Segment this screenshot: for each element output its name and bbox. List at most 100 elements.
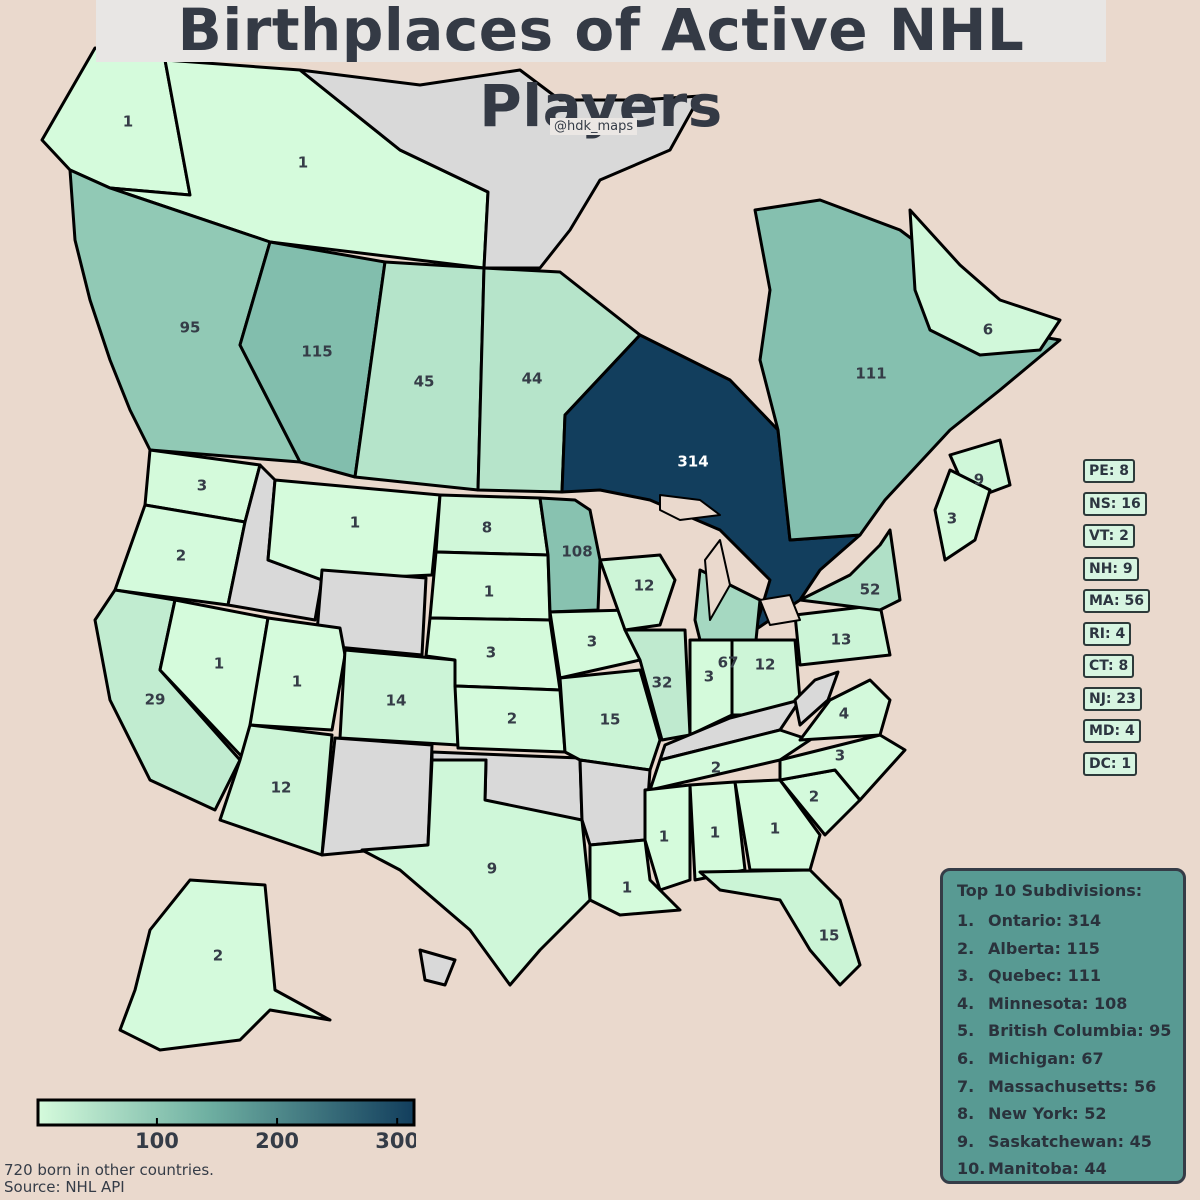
region-hawaii [418, 948, 457, 987]
footer: 720 born in other countries. Source: NHL… [4, 1162, 214, 1196]
region-label-alaska: 2 [213, 947, 223, 965]
top10-item: 3. Quebec: 111 [957, 962, 1183, 990]
top10-rank: 9. [957, 1131, 975, 1151]
region-alberta [238, 240, 387, 479]
small-state-badge-ns: NS: 16 [1083, 491, 1147, 516]
region-tennessee [648, 728, 812, 792]
region-label-manitoba: 44 [522, 370, 543, 388]
region-label-georgia: 1 [770, 820, 780, 838]
watermark: @hdk_maps [550, 118, 638, 135]
region-label-tennessee: 2 [711, 759, 721, 777]
top10-rank: 4. [957, 993, 975, 1013]
region-mississippi [643, 783, 692, 892]
region-label-wisconsin: 12 [634, 577, 655, 595]
region-label-northwest-territories: 1 [298, 154, 308, 172]
region-label-pennsylvania: 13 [831, 631, 852, 649]
region-new-mexico [320, 736, 434, 857]
top10-item: 9. Saskatchewan: 45 [957, 1128, 1183, 1156]
top10-text: Michigan: 67 [988, 1048, 1104, 1068]
region-label-south-carolina: 2 [809, 788, 819, 806]
top10-item: 4. Minnesota: 108 [957, 990, 1183, 1018]
legend-tick-label: 300 [375, 1129, 416, 1153]
top10-item: 1. Ontario: 314 [957, 907, 1183, 935]
region-label-california: 29 [145, 691, 166, 709]
region-label-north-dakota: 8 [482, 519, 492, 537]
region-label-utah: 1 [292, 673, 302, 691]
region-label-colorado: 14 [386, 692, 407, 710]
region-arizona [218, 723, 334, 857]
top10-panel: Top 10 Subdivisions: 1. Ontario: 314 2. Alb… [940, 868, 1186, 1184]
top10-rank: 7. [957, 1076, 975, 1096]
page-title: Birthplaces of Active NHL Players [96, 0, 1106, 140]
top10-item: 2. Alberta: 115 [957, 935, 1183, 963]
region-label-british-columbia: 95 [180, 319, 201, 337]
region-label-florida: 15 [819, 927, 840, 945]
region-label-ontario: 314 [677, 453, 708, 471]
legend-tick-label: 200 [255, 1129, 299, 1153]
region-newfoundland-labrador [908, 208, 1062, 357]
region-label-alberta: 115 [301, 343, 332, 361]
top10-item: 10. Manitoba: 44 [957, 1155, 1183, 1183]
region-quebec [753, 198, 1062, 542]
color-scale-legend: 100 200 300 [36, 1098, 416, 1153]
region-label-oregon: 2 [176, 547, 186, 565]
region-virginia [798, 678, 892, 742]
region-label-illinois: 32 [652, 674, 673, 692]
great-lakes [659, 494, 801, 626]
region-label-alabama: 1 [710, 824, 720, 842]
top10-rank: 2. [957, 938, 975, 958]
color-scale-bar [36, 1098, 416, 1127]
small-state-badge-ct: CT: 8 [1083, 654, 1135, 678]
region-label-south-dakota: 1 [484, 583, 494, 601]
region-utah [248, 616, 347, 732]
region-label-missouri: 15 [600, 711, 621, 729]
region-label-kansas: 2 [507, 710, 517, 728]
top10-item: 7. Massachusetts: 56 [957, 1073, 1183, 1101]
region-label-new-brunswick: 9 [974, 471, 984, 489]
region-label-iowa: 3 [587, 633, 597, 651]
region-texas [360, 758, 592, 987]
small-state-badge-ma: MA: 56 [1083, 589, 1150, 613]
region-label-quebec: 111 [855, 365, 886, 383]
footer-note: 720 born in other countries. [4, 1161, 214, 1179]
top10-text: Alberta: 115 [988, 938, 1100, 958]
top10-text: British Columbia: 95 [988, 1021, 1172, 1041]
small-state-badge-vt: VT: 2 [1083, 524, 1135, 548]
region-new-york [798, 528, 902, 612]
footer-source: Source: NHL API [4, 1178, 125, 1196]
top10-rank: 1. [957, 911, 975, 930]
region-wyoming [314, 568, 428, 657]
region-label-north-carolina: 3 [835, 747, 845, 765]
region-label-nevada: 1 [214, 655, 224, 673]
region-label-montana: 1 [350, 514, 360, 532]
region-florida [698, 868, 862, 987]
small-state-badge-nh: NH: 9 [1083, 556, 1139, 581]
region-label-arizona: 12 [271, 779, 292, 797]
region-arkansas [578, 758, 652, 847]
region-label-new-york: 52 [860, 581, 881, 599]
top10-item: 5. British Columbia: 95 [957, 1017, 1183, 1045]
top10-text: Ontario: 314 [988, 911, 1102, 930]
color-scale-ticks: 100 200 300 [135, 1118, 416, 1153]
top10-text: New York: 52 [988, 1104, 1107, 1124]
top10-text: Quebec: 111 [988, 966, 1101, 986]
region-wisconsin [598, 553, 677, 632]
top10-text: Massachusetts: 56 [988, 1076, 1157, 1096]
region-label-maine: 3 [947, 510, 957, 528]
region-label-saskatchewan: 45 [414, 373, 435, 391]
region-pennsylvania [793, 603, 892, 667]
region-label-mississippi: 1 [659, 828, 669, 846]
top10-rank: 5. [957, 1021, 975, 1041]
top10-rank: 6. [957, 1048, 975, 1068]
region-label-nebraska: 3 [486, 644, 496, 662]
small-state-badge-pe: PE: 8 [1083, 459, 1136, 483]
top10-rank: 3. [957, 966, 975, 986]
region-maine [933, 468, 992, 562]
top10-text: Saskatchewan: 45 [988, 1131, 1152, 1151]
top10-text: Manitoba: 44 [988, 1159, 1107, 1179]
top10-rank: 8. [957, 1104, 975, 1124]
region-alaska [118, 878, 332, 1052]
top10-text: Minnesota: 108 [988, 993, 1128, 1013]
